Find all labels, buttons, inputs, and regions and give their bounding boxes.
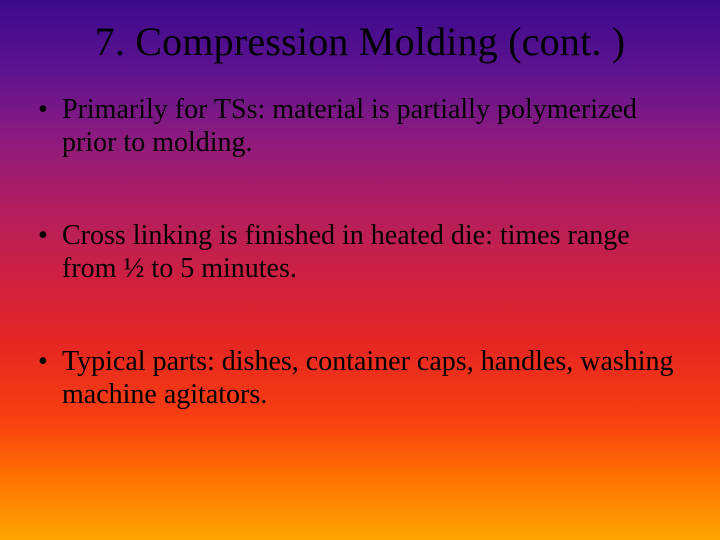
bullet-list: Primarily for TSs: material is partially… [32, 93, 690, 411]
bullet-item: Typical parts: dishes, container caps, h… [32, 345, 690, 411]
slide-title: 7. Compression Molding (cont. ) [30, 18, 690, 65]
slide: 7. Compression Molding (cont. ) Primaril… [0, 0, 720, 540]
bullet-item: Primarily for TSs: material is partially… [32, 93, 690, 159]
bullet-item: Cross linking is finished in heated die:… [32, 219, 690, 285]
